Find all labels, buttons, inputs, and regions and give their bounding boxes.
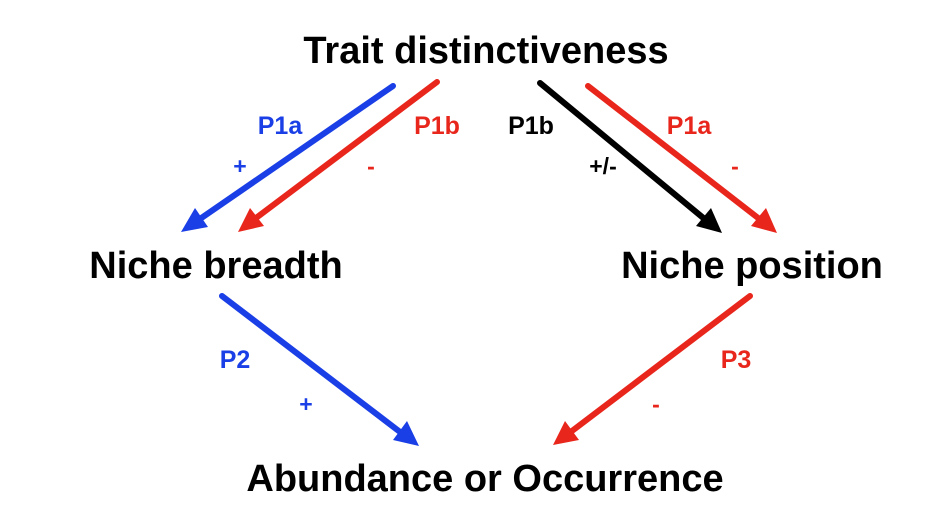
arrow-trait-to-breadth-p1a bbox=[181, 83, 396, 232]
sign-p1a-breadth: + bbox=[233, 153, 246, 179]
node-niche-position: Niche position bbox=[621, 245, 883, 287]
node-niche-breadth: Niche breadth bbox=[89, 245, 342, 287]
arrow-position-to-abundance-p3 bbox=[553, 293, 753, 445]
label-p3: P3 bbox=[721, 346, 752, 374]
sign-p2: + bbox=[299, 391, 312, 417]
arrow-trait-to-position-p1b bbox=[537, 80, 722, 233]
sign-p1b-breadth: - bbox=[367, 153, 375, 179]
node-trait-distinctiveness: Trait distinctiveness bbox=[303, 30, 668, 72]
label-p1b-position: P1b bbox=[508, 112, 554, 140]
node-abundance-or-occurrence: Abundance or Occurrence bbox=[246, 458, 723, 500]
sign-p1b-position: +/- bbox=[589, 153, 616, 179]
sign-p3: - bbox=[652, 391, 660, 417]
label-p1a-breadth: P1a bbox=[258, 112, 304, 140]
label-p1b-breadth: P1b bbox=[414, 112, 460, 140]
sign-p1a-position: - bbox=[731, 153, 739, 179]
arrow-trait-to-position-p1a bbox=[585, 83, 777, 233]
arrow-trait-to-breadth-p1b bbox=[238, 79, 440, 232]
arrow-breadth-to-abundance-p2 bbox=[219, 293, 419, 446]
label-p2: P2 bbox=[220, 346, 251, 374]
label-p1a-position: P1a bbox=[667, 112, 713, 140]
